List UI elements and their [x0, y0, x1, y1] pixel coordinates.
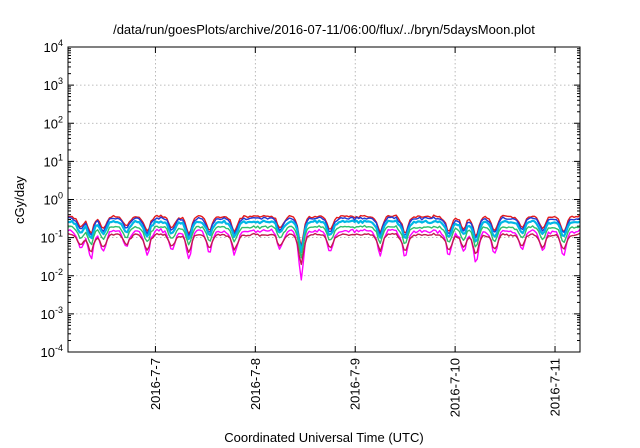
- x-axis-label: Coordinated Universal Time (UTC): [224, 430, 423, 445]
- x-tick-label: 2016-7-9: [348, 358, 363, 410]
- y-tick-label: 10-3: [41, 305, 63, 322]
- chart-title: /data/run/goesPlots/archive/2016-07-11/0…: [113, 22, 535, 37]
- x-tick-label: 2016-7-10: [448, 358, 463, 417]
- x-tick-label: 2016-7-7: [148, 358, 163, 410]
- series-line-6: [67, 232, 581, 266]
- y-tick-label: 101: [44, 152, 63, 169]
- y-tick-label: 10-1: [41, 229, 63, 246]
- x-tick-marks: [154, 47, 556, 352]
- y-tick-label: 10-4: [41, 343, 63, 360]
- series-line-3: [67, 219, 581, 254]
- series-line-5: [67, 227, 581, 281]
- x-tick-label: 2016-7-8: [248, 358, 263, 410]
- series-line-1: [67, 214, 581, 248]
- x-tick-label: 2016-7-11: [548, 358, 563, 416]
- series-layer: [67, 214, 581, 281]
- y-tick-labels: 10-4 10-3 10-2 10-1 100 101 102 103 104: [41, 38, 63, 360]
- y-axis-label: cGy/day: [12, 176, 27, 224]
- y-tick-label: 100: [44, 191, 63, 208]
- x-tick-labels: 2016-7-7 2016-7-8 2016-7-9 2016-7-10 2016-7-…: [148, 358, 563, 417]
- y-tick-label: 10-2: [41, 267, 63, 284]
- y-tick-label: 103: [44, 76, 63, 93]
- y-tick-label: 102: [44, 114, 63, 131]
- grid-lines: [68, 47, 580, 352]
- plot-frame: [67, 46, 581, 353]
- series-line-2: [68, 216, 581, 249]
- series-line-4: [67, 224, 581, 259]
- y-tick-label: 104: [44, 38, 63, 55]
